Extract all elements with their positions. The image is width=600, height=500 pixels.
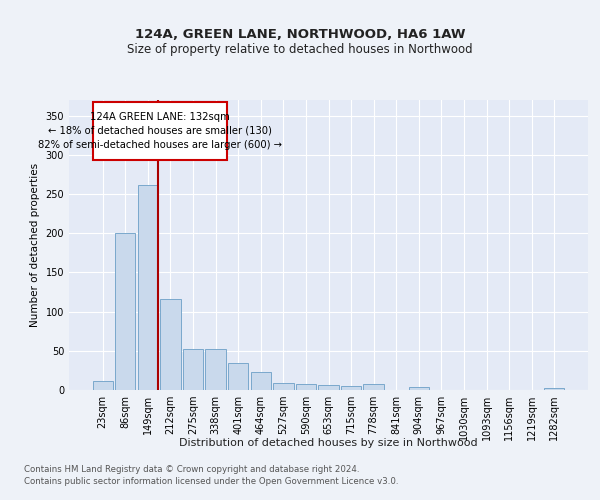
Bar xyxy=(251,372,271,390)
Bar xyxy=(138,184,158,390)
Text: 124A, GREEN LANE, NORTHWOOD, HA6 1AW: 124A, GREEN LANE, NORTHWOOD, HA6 1AW xyxy=(135,28,465,40)
Bar xyxy=(273,383,293,390)
Text: Contains HM Land Registry data © Crown copyright and database right 2024.: Contains HM Land Registry data © Crown c… xyxy=(24,464,359,473)
Bar xyxy=(544,388,565,390)
Bar xyxy=(319,384,338,390)
Bar xyxy=(205,349,226,390)
Text: Size of property relative to detached houses in Northwood: Size of property relative to detached ho… xyxy=(127,42,473,56)
Text: Contains public sector information licensed under the Open Government Licence v3: Contains public sector information licen… xyxy=(24,476,398,486)
Bar xyxy=(183,349,203,390)
Bar xyxy=(341,386,361,390)
Text: Distribution of detached houses by size in Northwood: Distribution of detached houses by size … xyxy=(179,438,478,448)
Bar xyxy=(92,102,227,160)
Bar xyxy=(296,384,316,390)
Bar xyxy=(92,380,113,390)
Y-axis label: Number of detached properties: Number of detached properties xyxy=(30,163,40,327)
Bar xyxy=(160,299,181,390)
Bar xyxy=(409,387,429,390)
Bar xyxy=(228,362,248,390)
Text: 124A GREEN LANE: 132sqm
← 18% of detached houses are smaller (130)
82% of semi-d: 124A GREEN LANE: 132sqm ← 18% of detache… xyxy=(38,112,282,150)
Bar xyxy=(115,233,136,390)
Bar xyxy=(364,384,384,390)
